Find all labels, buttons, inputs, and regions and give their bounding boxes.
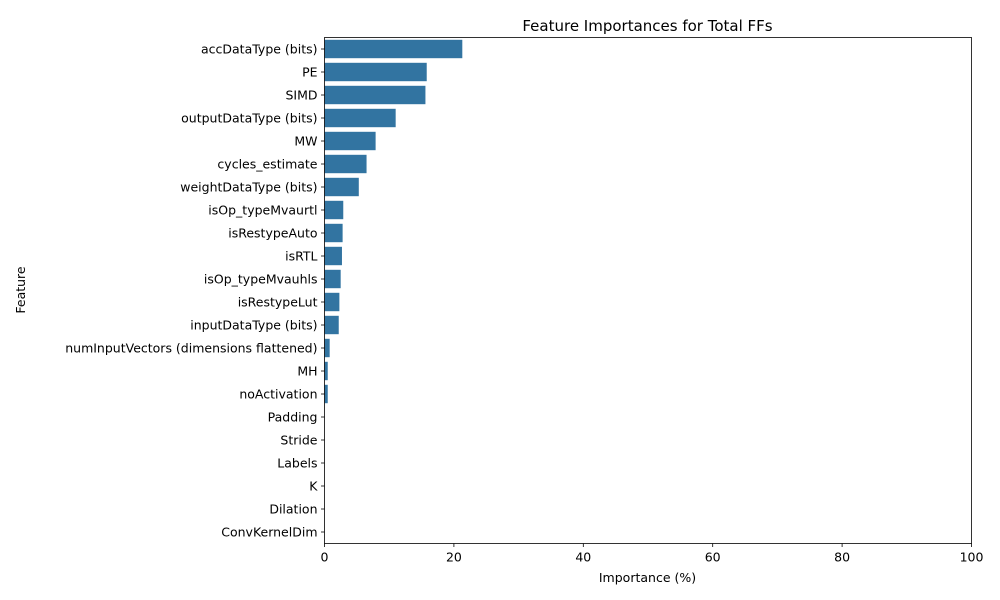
x-axis-ticks: 0 20 40 60 80 100 [321,543,984,565]
bar [324,85,426,105]
y-tick-label: ConvKernelDim [221,525,317,540]
y-tick-label: weightDataType (bits) [180,180,317,195]
bar [324,315,339,335]
y-tick-label: Dilation [269,502,317,517]
y-tick-label: SIMD [285,88,317,103]
bar [324,338,330,358]
bar [324,108,396,128]
y-tick-label: Padding [268,410,318,425]
bar [324,62,427,82]
y-tick-label: isRestypeAuto [228,226,317,241]
bar [324,200,344,220]
y-tick-label: isOp_typeMvaurtl [208,203,317,218]
x-tick-label: 0 [321,550,329,565]
bar [324,269,341,289]
y-axis-label: Feature [13,266,28,314]
bar [324,177,359,197]
x-tick-label: 60 [705,550,721,565]
y-tick-label: MW [294,134,317,149]
y-tick-label: noActivation [239,387,317,402]
x-tick-label: 20 [446,550,462,565]
y-tick-label: PE [302,65,318,80]
x-axis-label: Importance (%) [599,570,696,585]
y-tick-label: Labels [277,456,317,471]
y-axis-ticks: accDataType (bits) PE SIMD outputDataType (… [65,42,325,540]
x-tick-label: 80 [834,550,850,565]
bar [324,154,367,174]
bar [324,246,342,266]
x-tick-label: 40 [575,550,591,565]
chart-title: Feature Importances for Total FFs [522,17,772,35]
bar [324,384,328,404]
y-tick-label: K [309,479,318,494]
y-tick-label: MH [297,364,317,379]
plot-frame [324,37,972,544]
bars-group [324,39,463,404]
y-tick-label: outputDataType (bits) [181,111,317,126]
y-tick-label: isRestypeLut [238,295,318,310]
x-tick-label: 100 [960,550,984,565]
y-tick-label: accDataType (bits) [201,42,318,57]
bar [324,39,463,59]
bar [324,223,343,243]
y-tick-label: isRTL [285,249,317,264]
y-tick-label: isOp_typeMvauhls [204,272,318,287]
y-tick-label: inputDataType (bits) [190,318,317,333]
y-tick-label: Stride [280,433,317,448]
bar [324,131,376,151]
y-tick-label: cycles_estimate [217,157,317,172]
bar [324,361,328,381]
bar [324,292,340,312]
y-tick-label: numInputVectors (dimensions flattened) [65,341,317,356]
